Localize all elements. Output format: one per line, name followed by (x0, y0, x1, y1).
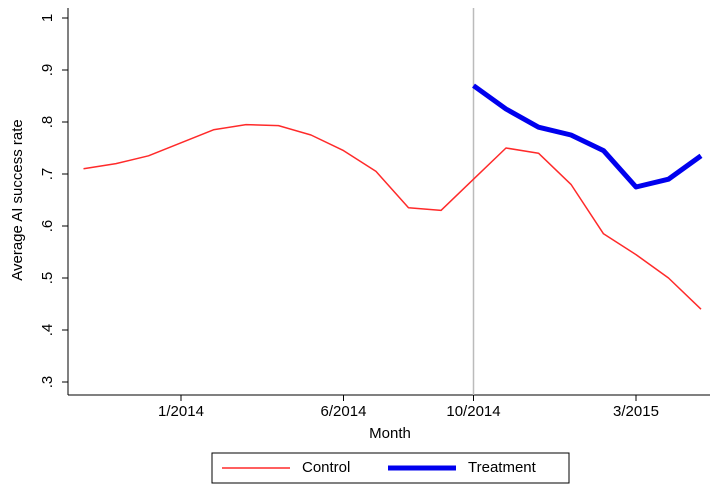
x-axis-label: Month (369, 425, 411, 442)
y-tick-label: .9 (39, 64, 56, 77)
y-axis-label: Average AI success rate (9, 119, 26, 280)
y-tick-label: 1 (39, 14, 56, 22)
y-tick-label: .5 (39, 272, 56, 285)
x-tick-label: 1/2014 (158, 403, 204, 420)
x-tick-label: 10/2014 (446, 403, 500, 420)
y-tick-label: .6 (39, 220, 56, 233)
x-tick-label: 6/2014 (321, 403, 367, 420)
series-line (472, 83, 703, 190)
y-tick-label: .4 (39, 324, 56, 337)
y-tick-label: .3 (39, 376, 56, 389)
y-tick-label: .7 (39, 168, 56, 181)
series-line (83, 123, 702, 310)
legend-label: Control (302, 459, 350, 476)
legend-box (211, 452, 570, 484)
y-tick-label: .8 (39, 116, 56, 129)
legend-label: Treatment (468, 459, 537, 476)
x-tick-label: 3/2015 (613, 403, 659, 420)
